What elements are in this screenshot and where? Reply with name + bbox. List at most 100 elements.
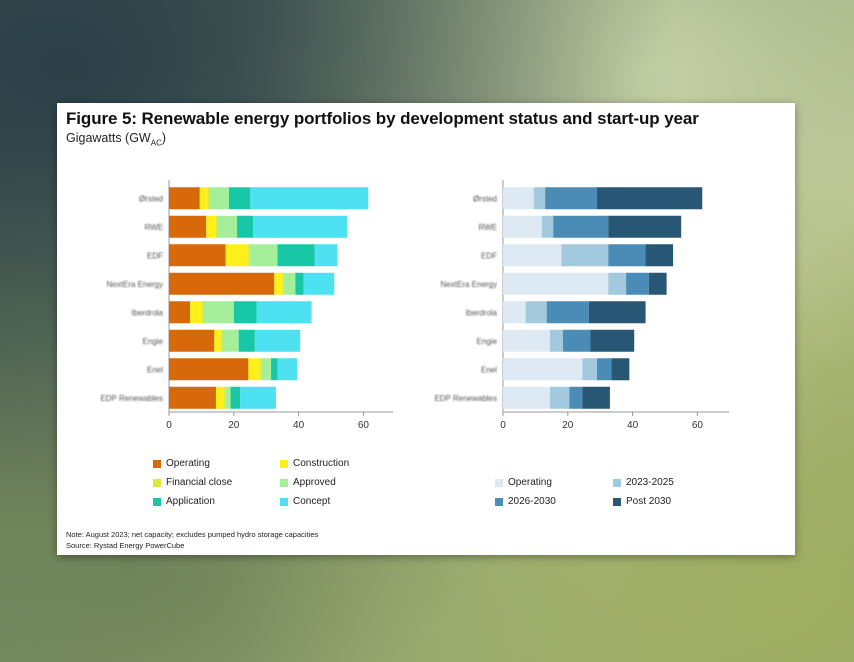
status-bar-engie-concept — [254, 329, 301, 352]
status-legend-label: Operating — [166, 458, 210, 469]
subtitle-subscript: AC — [150, 138, 162, 148]
startup-category-label: Iberdrola — [465, 308, 497, 317]
status-bar-edf-financial-close — [248, 244, 250, 267]
startup-category-label: Enel — [481, 365, 497, 374]
startup-category-label: RWE — [478, 223, 497, 232]
status-category-label: Engie — [143, 337, 164, 346]
status-bar-iberdrola-approved — [203, 301, 234, 324]
startup-bar-enel-2026-2030 — [596, 358, 612, 381]
status-category-label: Ørsted — [139, 194, 163, 203]
status-chart: 0 20 40 60 Ørsted RWE EDF NextEra Energy Iberdro… — [100, 180, 393, 431]
subtitle-text: Gigawatts (GW — [66, 131, 151, 145]
status-bar-rsted-construction — [199, 187, 208, 210]
startup-tick-label: 20 — [562, 420, 574, 431]
status-bar-engie-operating — [169, 329, 215, 352]
startup-legend-swatch — [613, 497, 621, 506]
startup-bar-rsted-operating — [503, 187, 534, 210]
startup-bar-edp-renewables-operating — [503, 386, 550, 409]
status-category-label: Enel — [147, 365, 163, 374]
status-bar-rwe-financial-close — [215, 215, 218, 238]
status-bar-rwe-construction — [206, 215, 216, 238]
status-category-label: NextEra Energy — [107, 280, 163, 289]
startup-bar-rsted-post-2030 — [596, 187, 703, 210]
startup-bar-nextera-energy-2026-2030 — [626, 272, 649, 295]
status-bar-edf-operating — [169, 244, 226, 267]
figure-card: Figure 5: Renewable energy portfolios by… — [57, 103, 795, 555]
status-bar-edf-concept — [314, 244, 338, 267]
status-category-label: EDF — [147, 251, 163, 260]
status-category-label: RWE — [144, 223, 163, 232]
startup-legend-item-2026-2030: 2026-2030 — [495, 496, 556, 507]
status-bar-edp-renewables-approved — [225, 386, 231, 409]
startup-bar-engie-operating — [503, 329, 550, 352]
status-bar-engie-financial-close — [220, 329, 223, 352]
status-bar-iberdrola-concept — [256, 301, 312, 324]
status-tick-label: 60 — [358, 420, 370, 431]
status-bar-enel-application — [271, 358, 278, 381]
status-bar-nextera-energy-operating — [169, 272, 275, 295]
startup-legend-label: 2023-2025 — [626, 477, 674, 488]
status-legend-swatch — [280, 497, 288, 506]
status-bar-edf-construction — [225, 244, 249, 267]
status-bar-engie-application — [238, 329, 255, 352]
status-legend-item-concept: Concept — [280, 496, 330, 507]
status-bar-rsted-operating — [169, 187, 200, 210]
startup-legend-item-2023-2025: 2023-2025 — [613, 477, 674, 488]
startup-legend-swatch — [495, 478, 503, 487]
startup-bar-edp-renewables-post-2030 — [582, 386, 610, 409]
startup-category-label: Ørsted — [473, 194, 497, 203]
startup-bar-rwe-2026-2030 — [553, 215, 609, 238]
startup-category-label: EDP Renewables — [434, 394, 497, 403]
status-legend-item-operating: Operating — [153, 458, 210, 469]
status-bar-enel-financial-close — [259, 358, 262, 381]
status-bar-nextera-energy-construction — [274, 272, 283, 295]
status-legend-item-construction: Construction — [280, 458, 349, 469]
status-legend-item-approved: Approved — [280, 477, 336, 488]
startup-bar-iberdrola-2026-2030 — [546, 301, 589, 324]
startup-bar-iberdrola-2023-2025 — [525, 301, 547, 324]
startup-year-chart: 0 20 40 60 Ørsted RWE EDF NextEra Energy Iberdro… — [434, 180, 729, 431]
status-bar-enel-approved — [261, 358, 272, 381]
figure-note: Note: August 2023; net capacity; exclude… — [66, 530, 319, 539]
startup-legend-label: 2026-2030 — [508, 496, 556, 507]
status-bar-engie-construction — [214, 329, 221, 352]
status-bar-edp-renewables-financial-close — [224, 386, 226, 409]
startup-bar-edp-renewables-2023-2025 — [549, 386, 570, 409]
status-bar-rsted-application — [228, 187, 250, 210]
status-legend-swatch — [153, 459, 161, 468]
startup-bar-enel-2023-2025 — [582, 358, 597, 381]
startup-bar-rsted-2023-2025 — [533, 187, 546, 210]
startup-bar-nextera-energy-2023-2025 — [608, 272, 627, 295]
startup-year-legend: Operating 2023-2025 2026-2030 Post 2030 — [495, 477, 735, 537]
startup-legend-label: Operating — [508, 477, 552, 488]
startup-bar-enel-operating — [503, 358, 583, 381]
subtitle-end: ) — [161, 131, 167, 145]
startup-category-label: EDF — [481, 251, 497, 260]
status-legend-label: Financial close — [166, 477, 233, 488]
startup-bar-edf-2023-2025 — [561, 244, 609, 267]
startup-bar-edf-operating — [503, 244, 562, 267]
startup-bar-engie-post-2030 — [590, 329, 635, 352]
status-bar-enel-operating — [169, 358, 249, 381]
figure-subtitle: Gigawatts (GWAC) — [66, 131, 166, 148]
status-bar-enel-concept — [277, 358, 297, 381]
status-bar-edp-renewables-construction — [215, 386, 225, 409]
startup-legend-item-operating: Operating — [495, 477, 552, 488]
startup-legend-swatch — [613, 478, 621, 487]
status-legend-swatch — [280, 478, 288, 487]
figure-source: Source: Rystad Energy PowerCube — [66, 541, 185, 550]
startup-category-label: NextEra Energy — [441, 280, 497, 289]
startup-bar-rwe-operating — [503, 215, 542, 238]
status-bar-rsted-concept — [250, 187, 369, 210]
status-bar-rwe-concept — [253, 215, 348, 238]
startup-bar-engie-2026-2030 — [562, 329, 591, 352]
status-legend-label: Approved — [293, 477, 336, 488]
status-bar-nextera-energy-application — [295, 272, 304, 295]
startup-bar-iberdrola-post-2030 — [588, 301, 646, 324]
startup-tick-label: 40 — [627, 420, 639, 431]
status-bar-edp-renewables-operating — [169, 386, 216, 409]
status-bar-edf-application — [277, 244, 315, 267]
startup-legend-swatch — [495, 497, 503, 506]
status-bar-rwe-application — [237, 215, 254, 238]
startup-bar-nextera-energy-operating — [503, 272, 609, 295]
